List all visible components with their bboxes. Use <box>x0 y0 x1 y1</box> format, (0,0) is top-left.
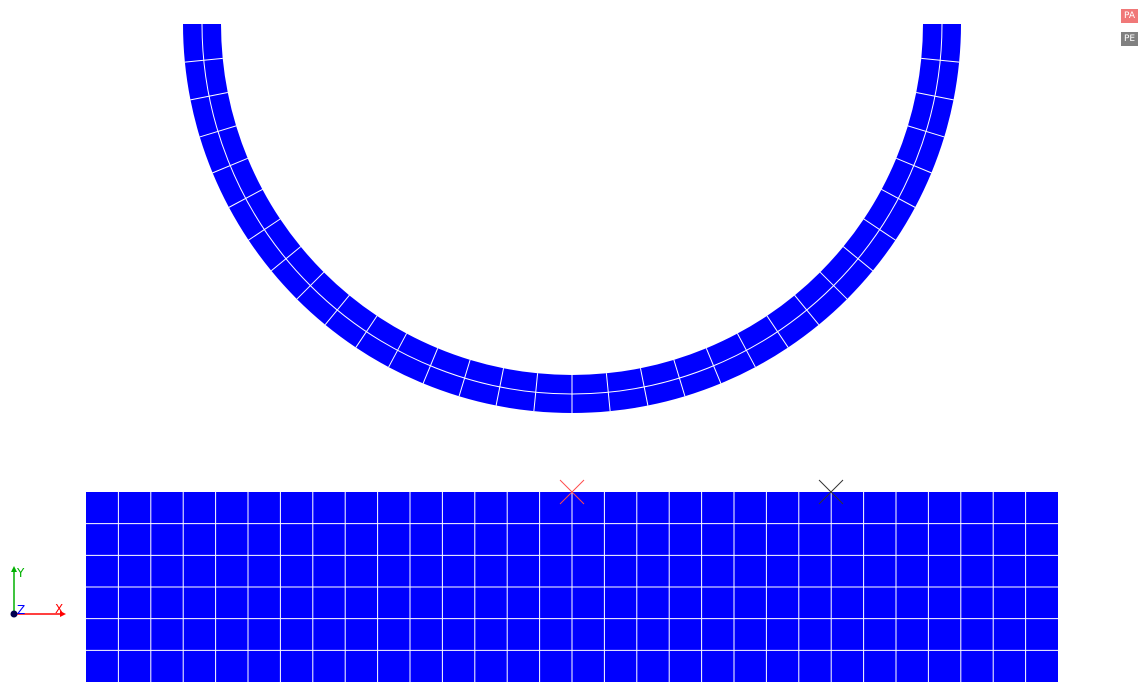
y-axis-label: Y <box>16 566 25 580</box>
axis-triad: X Y Z <box>10 566 66 618</box>
contact-marker-red <box>559 479 585 505</box>
half-ring-mesh <box>183 23 961 413</box>
ring-band <box>183 24 961 413</box>
z-axis-label: Z <box>17 603 25 617</box>
y-axis-arrowhead <box>11 566 17 572</box>
rectangular-block-mesh <box>86 492 1058 682</box>
ring-layer-edge <box>201 23 943 395</box>
x-axis-label: X <box>55 602 63 616</box>
x-axis-arrowhead <box>60 611 66 617</box>
axis-origin-icon <box>10 610 18 618</box>
contact-markers <box>559 479 844 505</box>
contact-marker-dark <box>818 479 844 505</box>
pe-badge[interactable]: PE <box>1121 32 1138 46</box>
pa-badge[interactable]: PA <box>1121 9 1138 23</box>
